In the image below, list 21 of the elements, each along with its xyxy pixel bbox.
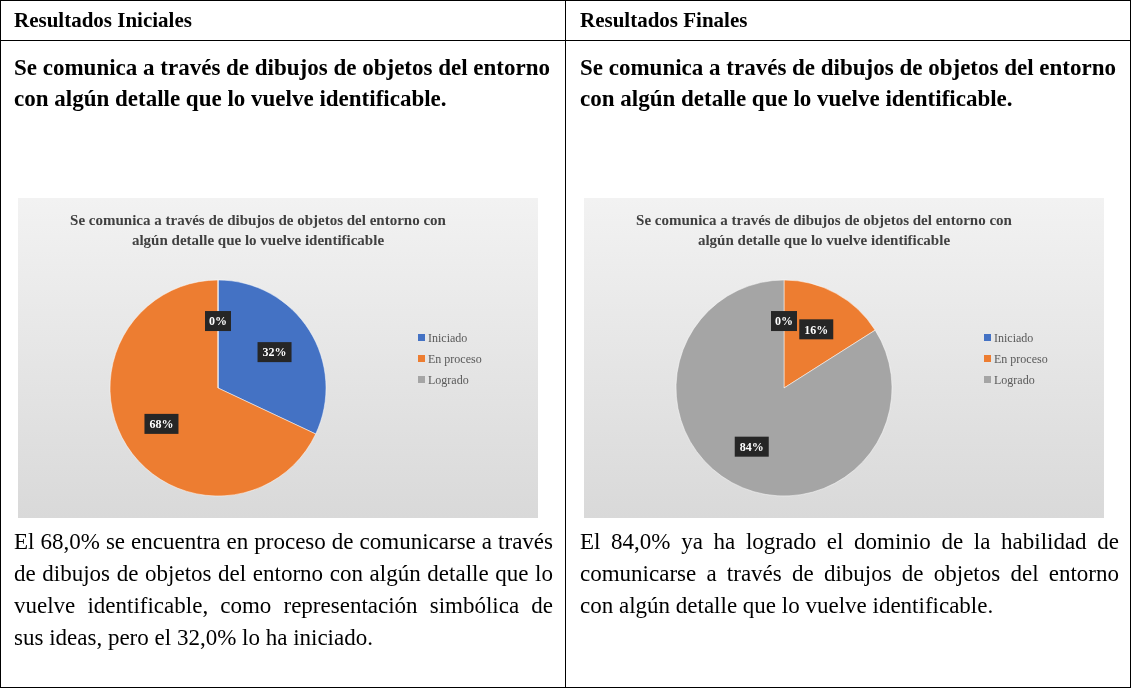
legend-label: Iniciado: [994, 331, 1034, 346]
text: El 68,0% se encuentra en proceso de comunicarse a través de dibujos de objetos del entorno con algún detalle que lo vuelve identificable, como representación simbólica de sus ideas, pero el 32,0% lo ha iniciado.: [14, 528, 553, 652]
legend-label: Iniciado: [428, 331, 468, 346]
legend-label: En proceso: [994, 352, 1048, 367]
legend-label: Logrado: [428, 373, 469, 388]
chart-title: Se comunica a través de dibujos de objetos del entorno con algún detalle que lo vuelve identificable: [69, 211, 447, 250]
chart-title: Se comunica a través de dibujos de objetos del entorno con algún detalle que lo vuelve identificable: [635, 211, 1013, 250]
data-label: 16%: [804, 322, 829, 337]
text: El 84,0% ya ha logrado el dominio de la habilidad de comunicarse a través de dibujos de objetos del entorno con algún detalle que lo vuelve identificable.: [580, 528, 1119, 620]
data-label: 68%: [149, 417, 174, 432]
text: Se comunica a través de dibujos de objetos del entorno con algún detalle que lo vuelve identificable.: [14, 54, 552, 113]
text: 0%: [775, 314, 793, 329]
data-label: 84%: [739, 439, 764, 454]
data-label: 32%: [262, 345, 287, 360]
text: Resultados Finales: [580, 8, 748, 33]
legend-label: Logrado: [994, 373, 1035, 388]
text: Resultados Iniciales: [14, 8, 192, 33]
text: Se comunica a través de dibujos de objetos del entorno con algún detalle que lo vuelve identificable.: [580, 54, 1118, 113]
text: 0%: [209, 314, 227, 329]
pie-slice: [675, 279, 893, 497]
legend-label: En proceso: [428, 352, 482, 367]
